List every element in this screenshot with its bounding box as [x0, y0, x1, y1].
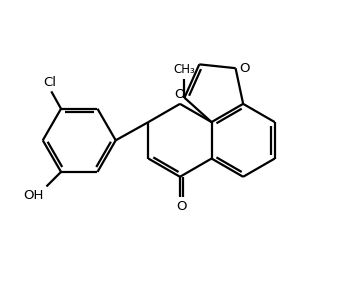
Text: O: O [176, 200, 187, 213]
Text: OH: OH [23, 189, 44, 202]
Text: Cl: Cl [43, 76, 56, 89]
Text: O: O [240, 62, 250, 75]
Text: O: O [175, 88, 185, 101]
Text: CH₃: CH₃ [174, 63, 195, 77]
